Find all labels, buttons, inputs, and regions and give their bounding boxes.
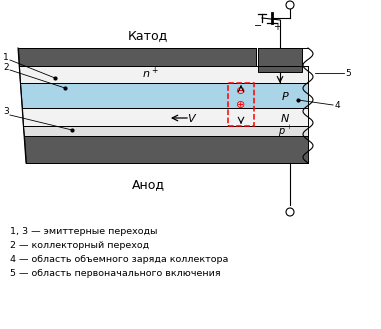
Text: 1: 1 bbox=[3, 53, 9, 62]
Text: $P$: $P$ bbox=[281, 90, 289, 102]
Text: +: + bbox=[273, 22, 281, 32]
Text: 5: 5 bbox=[345, 68, 351, 78]
Text: Катод: Катод bbox=[128, 30, 168, 42]
Polygon shape bbox=[23, 126, 308, 136]
Polygon shape bbox=[21, 83, 308, 108]
Circle shape bbox=[286, 1, 294, 9]
Text: ⊖: ⊖ bbox=[236, 86, 246, 96]
Bar bbox=[228, 83, 254, 126]
Text: 1, 3 — эмиттерные переходы: 1, 3 — эмиттерные переходы bbox=[10, 227, 157, 237]
Text: 4 — область объемного заряда коллектора: 4 — область объемного заряда коллектора bbox=[10, 256, 228, 265]
Circle shape bbox=[286, 208, 294, 216]
Polygon shape bbox=[24, 136, 308, 163]
Text: −: − bbox=[254, 21, 262, 31]
Text: $N$: $N$ bbox=[280, 112, 290, 124]
Text: $p^+$: $p^+$ bbox=[277, 123, 293, 139]
Polygon shape bbox=[22, 108, 308, 126]
Text: 5 — область первоначального включения: 5 — область первоначального включения bbox=[10, 269, 221, 279]
Text: Анод: Анод bbox=[131, 179, 165, 191]
Text: 2: 2 bbox=[3, 63, 9, 71]
Text: ⊕: ⊕ bbox=[236, 100, 246, 110]
Text: $n^+$: $n^+$ bbox=[142, 65, 158, 81]
Text: 2 — коллекторный переход: 2 — коллекторный переход bbox=[10, 241, 149, 250]
Polygon shape bbox=[18, 48, 256, 66]
Text: 4: 4 bbox=[334, 100, 340, 110]
Text: $V$: $V$ bbox=[187, 112, 197, 124]
Polygon shape bbox=[19, 66, 308, 83]
Polygon shape bbox=[258, 48, 302, 72]
Text: 3: 3 bbox=[3, 108, 9, 116]
